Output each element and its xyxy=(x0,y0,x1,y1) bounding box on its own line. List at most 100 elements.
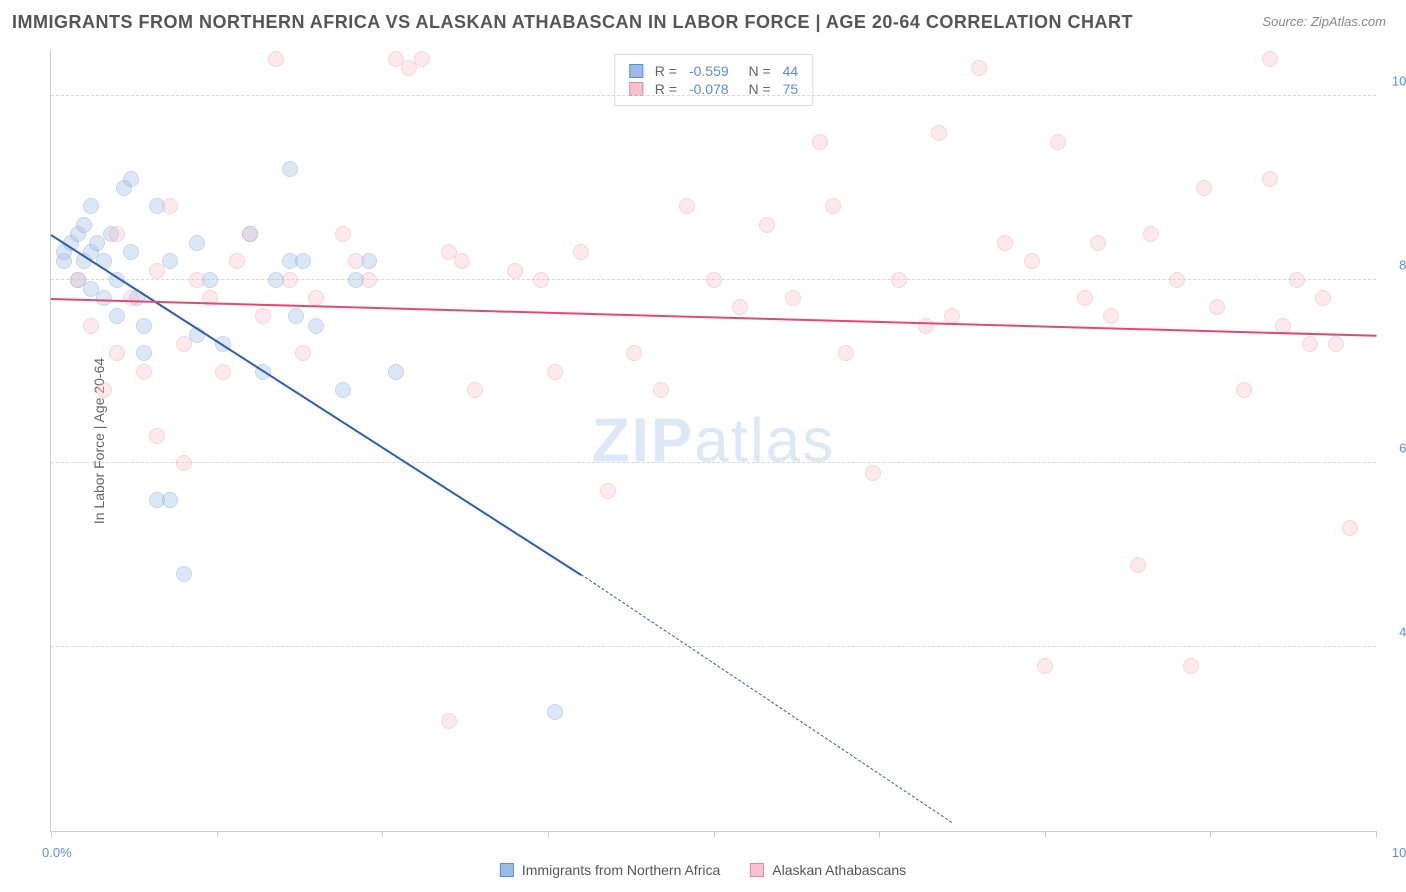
scatter-point xyxy=(918,318,934,334)
y-tick-label: 80.0% xyxy=(1399,257,1406,272)
scatter-point xyxy=(533,272,549,288)
scatter-point xyxy=(123,171,139,187)
x-tick xyxy=(548,831,549,837)
scatter-point xyxy=(706,272,722,288)
y-tick-label: 60.0% xyxy=(1399,441,1406,456)
scatter-point xyxy=(288,308,304,324)
x-tick xyxy=(879,831,880,837)
scatter-point xyxy=(812,134,828,150)
source-value: ZipAtlas.com xyxy=(1311,14,1386,29)
scatter-point xyxy=(136,345,152,361)
scatter-point xyxy=(282,161,298,177)
source-attribution: Source: ZipAtlas.com xyxy=(1262,14,1386,29)
scatter-point xyxy=(414,51,430,67)
scatter-point xyxy=(1169,272,1185,288)
scatter-point xyxy=(653,382,669,398)
scatter-point xyxy=(971,60,987,76)
scatter-point xyxy=(348,253,364,269)
scatter-point xyxy=(96,290,112,306)
scatter-point xyxy=(931,125,947,141)
scatter-point xyxy=(176,455,192,471)
chart-title: IMMIGRANTS FROM NORTHERN AFRICA VS ALASK… xyxy=(12,12,1133,33)
scatter-point xyxy=(679,198,695,214)
scatter-point xyxy=(825,198,841,214)
scatter-point xyxy=(308,318,324,334)
scatter-point xyxy=(1103,308,1119,324)
stats-swatch xyxy=(629,82,643,96)
scatter-point xyxy=(1342,520,1358,536)
scatter-point xyxy=(1077,290,1093,306)
x-axis-min-label: 0.0% xyxy=(42,845,72,860)
scatter-point xyxy=(295,345,311,361)
y-tick-label: 100.0% xyxy=(1392,73,1406,88)
scatter-point xyxy=(229,253,245,269)
gridline xyxy=(51,462,1376,463)
scatter-point xyxy=(1143,226,1159,242)
scatter-point xyxy=(109,308,125,324)
scatter-point xyxy=(189,235,205,251)
scatter-point xyxy=(282,272,298,288)
trendline xyxy=(50,234,581,576)
scatter-point xyxy=(83,318,99,334)
scatter-point xyxy=(838,345,854,361)
x-tick xyxy=(51,831,52,837)
legend-swatch xyxy=(750,863,764,877)
stats-r-label: R = xyxy=(655,63,677,79)
scatter-point xyxy=(1130,557,1146,573)
watermark-light: atlas xyxy=(694,406,835,475)
scatter-point xyxy=(454,253,470,269)
scatter-point xyxy=(162,198,178,214)
x-tick xyxy=(1045,831,1046,837)
watermark: ZIPatlas xyxy=(592,405,835,476)
scatter-point xyxy=(189,272,205,288)
scatter-point xyxy=(732,299,748,315)
scatter-point xyxy=(547,704,563,720)
scatter-point xyxy=(441,713,457,729)
chart-area: In Labor Force | Age 20-64 ZIPatlas R = … xyxy=(50,50,1376,832)
scatter-point xyxy=(1262,51,1278,67)
scatter-point xyxy=(215,364,231,380)
scatter-point xyxy=(1050,134,1066,150)
scatter-point xyxy=(162,253,178,269)
scatter-point xyxy=(335,226,351,242)
legend-swatch xyxy=(500,863,514,877)
chart-container: IMMIGRANTS FROM NORTHERN AFRICA VS ALASK… xyxy=(0,0,1406,892)
source-label: Source: xyxy=(1262,14,1307,29)
scatter-point xyxy=(176,336,192,352)
gridline xyxy=(51,95,1376,96)
scatter-point xyxy=(1196,180,1212,196)
watermark-bold: ZIP xyxy=(592,406,694,475)
correlation-stats-box: R = -0.559 N = 44R = -0.078 N = 75 xyxy=(614,54,813,106)
scatter-point xyxy=(109,226,125,242)
scatter-point xyxy=(467,382,483,398)
scatter-point xyxy=(149,428,165,444)
x-tick xyxy=(1210,831,1211,837)
x-axis-max-label: 100.0% xyxy=(1392,845,1406,860)
scatter-point xyxy=(96,382,112,398)
scatter-point xyxy=(70,272,86,288)
scatter-point xyxy=(149,263,165,279)
scatter-point xyxy=(123,244,139,260)
scatter-point xyxy=(76,217,92,233)
scatter-point xyxy=(268,51,284,67)
x-tick xyxy=(1376,831,1377,837)
scatter-point xyxy=(1090,235,1106,251)
scatter-point xyxy=(1037,658,1053,674)
y-tick-label: 40.0% xyxy=(1399,625,1406,640)
scatter-point xyxy=(83,198,99,214)
scatter-point xyxy=(547,364,563,380)
scatter-point xyxy=(865,465,881,481)
scatter-point xyxy=(255,308,271,324)
scatter-point xyxy=(242,226,258,242)
stats-n-label: N = xyxy=(741,63,771,79)
legend: Immigrants from Northern AfricaAlaskan A… xyxy=(500,862,906,878)
scatter-point xyxy=(136,318,152,334)
x-tick xyxy=(714,831,715,837)
scatter-point xyxy=(109,345,125,361)
scatter-point xyxy=(626,345,642,361)
scatter-point xyxy=(361,272,377,288)
scatter-point xyxy=(123,290,139,306)
trendline xyxy=(51,298,1376,337)
scatter-point xyxy=(308,290,324,306)
scatter-point xyxy=(1024,253,1040,269)
